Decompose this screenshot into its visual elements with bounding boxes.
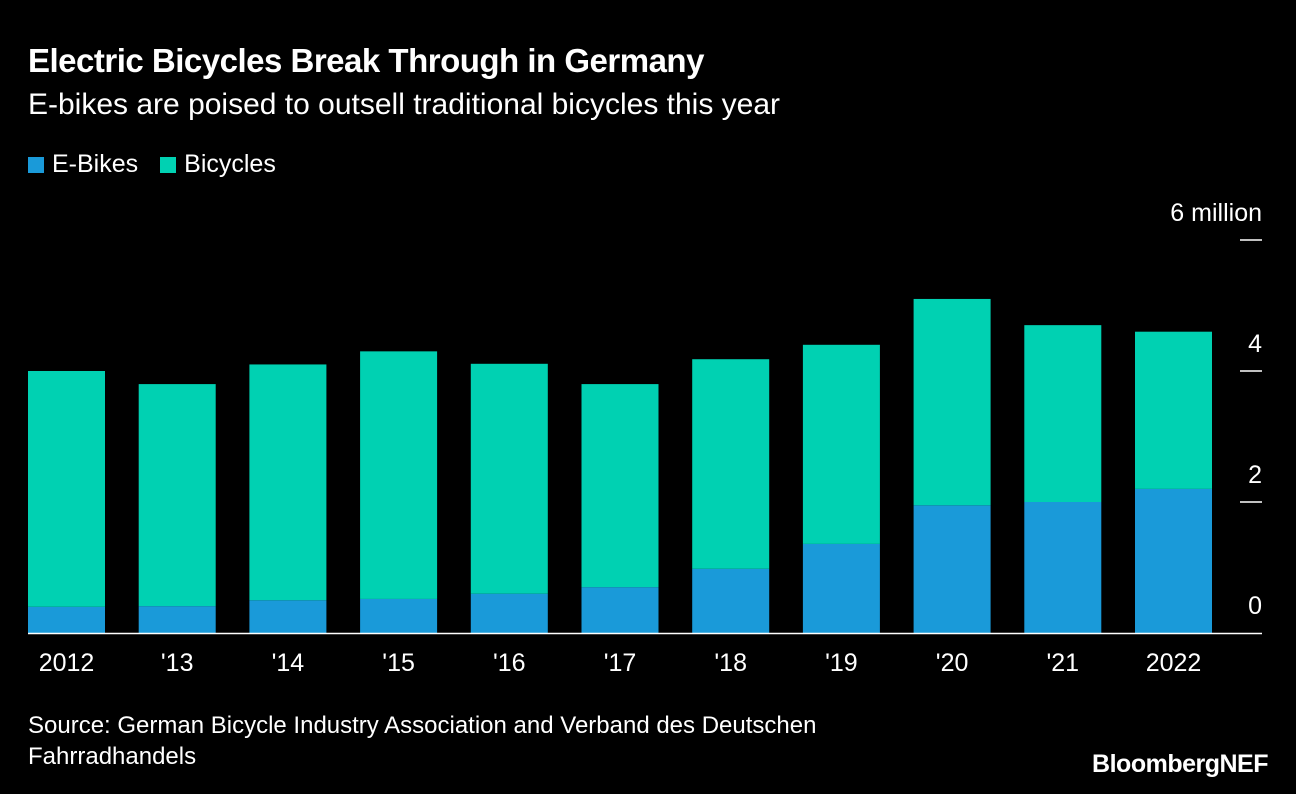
bar-bicycles-9	[1024, 325, 1102, 502]
bar-ebikes-4	[470, 593, 548, 633]
bar-ebikes-0	[28, 606, 105, 633]
source-note: Source: German Bicycle Industry Associat…	[28, 712, 817, 770]
bar-ebikes-5	[581, 587, 659, 633]
x-tick-label: '21	[1047, 649, 1080, 677]
legend-swatch-bicycles	[160, 156, 177, 173]
bar-ebikes-8	[913, 505, 991, 633]
legend-swatch-ebikes	[28, 156, 44, 173]
bloombergnef-logo: BloombergNEF	[1092, 750, 1268, 778]
bar-ebikes-7	[802, 543, 880, 633]
x-tick-label: 2022	[1146, 649, 1202, 677]
x-tick-label: '16	[493, 649, 526, 677]
bar-bicycles-0	[28, 371, 105, 607]
y-tick-label: 4	[1248, 330, 1262, 358]
bar-ebikes-3	[360, 598, 438, 633]
bar-ebikes-10	[1135, 488, 1212, 633]
bar-bicycles-2	[249, 364, 327, 601]
chart-subtitle: E-bikes are poised to outsell traditiona…	[28, 88, 781, 121]
y-tick-label: 0	[1248, 592, 1262, 620]
bar-bicycles-7	[802, 344, 880, 544]
bar-bicycles-6	[692, 359, 770, 569]
legend-item-ebikes: E-Bikes	[28, 150, 138, 179]
x-tick-label: '17	[604, 649, 637, 677]
bar-bicycles-10	[1135, 331, 1212, 489]
bar-bicycles-8	[913, 298, 991, 506]
x-tick-label: '19	[825, 649, 858, 677]
x-tick-label: 2012	[39, 649, 95, 677]
bar-ebikes-1	[138, 606, 216, 633]
bar-ebikes-6	[692, 568, 770, 633]
bar-bicycles-3	[360, 351, 438, 599]
x-tick-label: '14	[272, 649, 305, 677]
legend-label-bicycles: Bicycles	[184, 150, 276, 178]
bar-bicycles-1	[138, 384, 216, 607]
bar-ebikes-2	[249, 600, 327, 633]
x-tick-label: '13	[161, 649, 194, 677]
y-tick-label: 2	[1248, 461, 1262, 489]
bar-ebikes-9	[1024, 502, 1102, 633]
x-tick-label: '15	[382, 649, 415, 677]
y-tick-label: 6 million	[1170, 199, 1262, 227]
bar-bicycles-5	[581, 384, 659, 588]
legend: E-Bikes Bicycles	[28, 150, 276, 179]
legend-item-bicycles: Bicycles	[160, 150, 276, 179]
legend-label-ebikes: E-Bikes	[52, 150, 139, 178]
bar-bicycles-4	[470, 363, 548, 594]
x-tick-label: '18	[714, 649, 747, 677]
chart-title: Electric Bicycles Break Through in Germa…	[28, 42, 704, 79]
x-tick-label: '20	[936, 649, 969, 677]
